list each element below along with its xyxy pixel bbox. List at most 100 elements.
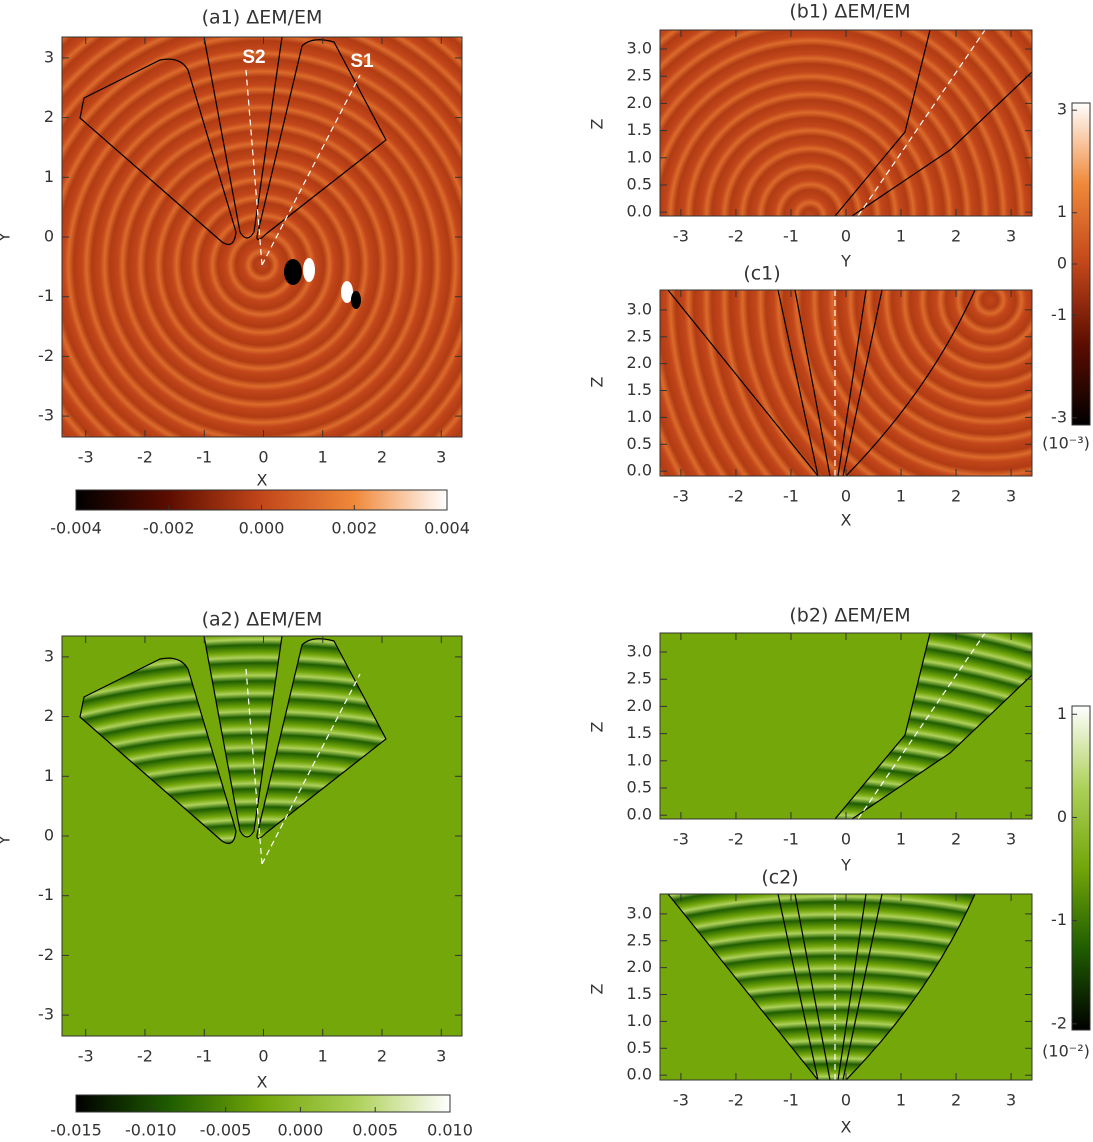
x-tick-label: -1 (783, 487, 799, 506)
x-tick-label: 3 (1006, 487, 1016, 506)
colorbar-tick-label: 0 (1057, 807, 1067, 826)
x-tick-label: -1 (196, 1047, 212, 1066)
y-tick-label: 0.5 (627, 778, 652, 797)
chart-title: (c2) (761, 867, 798, 889)
x-tick-label: -3 (673, 1091, 689, 1110)
x-tick-label: 1 (318, 448, 328, 467)
x-tick-label: -3 (78, 448, 94, 467)
field-feature (284, 259, 302, 285)
y-tick-label: 1.5 (627, 120, 652, 139)
x-tick-label: -1 (196, 448, 212, 467)
x-tick-label: 2 (951, 1091, 961, 1110)
x-tick-label: 2 (951, 487, 961, 506)
y-axis-label: Z (588, 118, 607, 129)
contour (256, 638, 387, 840)
x-tick-label: 0 (841, 830, 851, 849)
colorbar-tick-label: -0.015 (50, 1121, 102, 1139)
contour (845, 290, 976, 476)
x-tick-label: 0 (841, 1091, 851, 1110)
guide-line (261, 74, 361, 266)
colorbar-tick-label: 0.002 (331, 519, 377, 538)
contour (837, 290, 867, 476)
x-tick-label: -2 (137, 1047, 153, 1066)
colorbar-tick-label: 1 (1057, 704, 1067, 723)
contour (851, 71, 1032, 216)
colorbar-tick-label: 0.000 (239, 519, 285, 538)
y-axis-label: Z (588, 721, 607, 732)
y-tick-label: 1.0 (627, 147, 652, 166)
contour (845, 894, 976, 1080)
annotation: S1 (350, 51, 374, 72)
y-axis-label: Z (588, 376, 607, 387)
field-region (835, 633, 1032, 819)
x-tick-label: 1 (318, 1047, 328, 1066)
y-tick-label: 2 (44, 706, 54, 725)
y-tick-label: 2.5 (627, 669, 652, 688)
x-tick-label: 0 (258, 448, 268, 467)
y-tick-label: 1.0 (627, 1011, 652, 1030)
y-tick-label: 2 (44, 107, 54, 126)
field-rings (660, 30, 1032, 216)
y-tick-label: -3 (38, 1005, 54, 1024)
y-tick-label: 1.0 (627, 750, 652, 769)
x-axis-label: X (257, 1073, 268, 1092)
x-tick-label: 3 (1006, 227, 1016, 246)
y-tick-label: -1 (38, 885, 54, 904)
field-feature (341, 281, 353, 303)
contour (851, 674, 1032, 819)
x-tick-label: -2 (728, 1091, 744, 1110)
x-tick-label: 2 (377, 448, 387, 467)
contour (794, 290, 831, 476)
chart-title: (b1) ΔEM/EM (789, 1, 910, 23)
y-tick-label: 0.0 (627, 461, 652, 480)
annotation: S2 (242, 47, 265, 68)
y-tick-label: 3.0 (627, 39, 652, 58)
x-axis-label: Y (840, 252, 851, 271)
y-tick-label: 3 (44, 646, 54, 665)
y-tick-label: 3 (44, 47, 54, 66)
field-rings (660, 290, 1032, 476)
x-tick-label: -3 (673, 487, 689, 506)
x-axis-label: Y (840, 856, 851, 875)
x-tick-label: 3 (436, 448, 446, 467)
x-axis-label: X (257, 471, 268, 490)
field-region (204, 636, 282, 837)
x-tick-label: -1 (783, 227, 799, 246)
y-tick-label: -2 (38, 346, 54, 365)
field-region (257, 638, 386, 839)
x-tick-label: 0 (841, 487, 851, 506)
contour (667, 290, 819, 476)
y-tick-label: 0.5 (627, 175, 652, 194)
colorbar-tick-label: -2 (1051, 1013, 1067, 1032)
y-tick-label: 1.0 (627, 407, 652, 426)
y-axis-label: Y (0, 835, 14, 846)
y-tick-label: 3.0 (627, 642, 652, 661)
y-tick-label: 2.5 (627, 66, 652, 85)
colorbar-tick-label: 1 (1057, 202, 1067, 221)
x-tick-label: -1 (783, 1091, 799, 1110)
y-tick-label: 0 (44, 826, 54, 845)
colorbar-tick-label: 0.000 (277, 1121, 323, 1139)
contour (834, 30, 931, 216)
x-tick-label: -2 (137, 448, 153, 467)
y-tick-label: 0.0 (627, 1065, 652, 1084)
contour (777, 894, 819, 1080)
guide-line (857, 633, 986, 819)
colorbar (1071, 705, 1091, 1031)
contour (667, 894, 819, 1080)
x-tick-label: -3 (673, 830, 689, 849)
y-tick-label: 0.5 (627, 1038, 652, 1057)
y-tick-label: 0.5 (627, 434, 652, 453)
y-tick-label: 1.5 (627, 984, 652, 1003)
field-region (80, 658, 236, 844)
x-tick-label: 3 (436, 1047, 446, 1066)
guide-line (261, 673, 361, 865)
x-axis-label: X (841, 511, 852, 530)
contour (203, 636, 283, 838)
x-tick-label: 1 (896, 227, 906, 246)
y-tick-label: 2.5 (627, 326, 652, 345)
y-tick-label: 3.0 (627, 903, 652, 922)
y-axis-label: Y (0, 232, 14, 243)
x-tick-label: 3 (1006, 830, 1016, 849)
